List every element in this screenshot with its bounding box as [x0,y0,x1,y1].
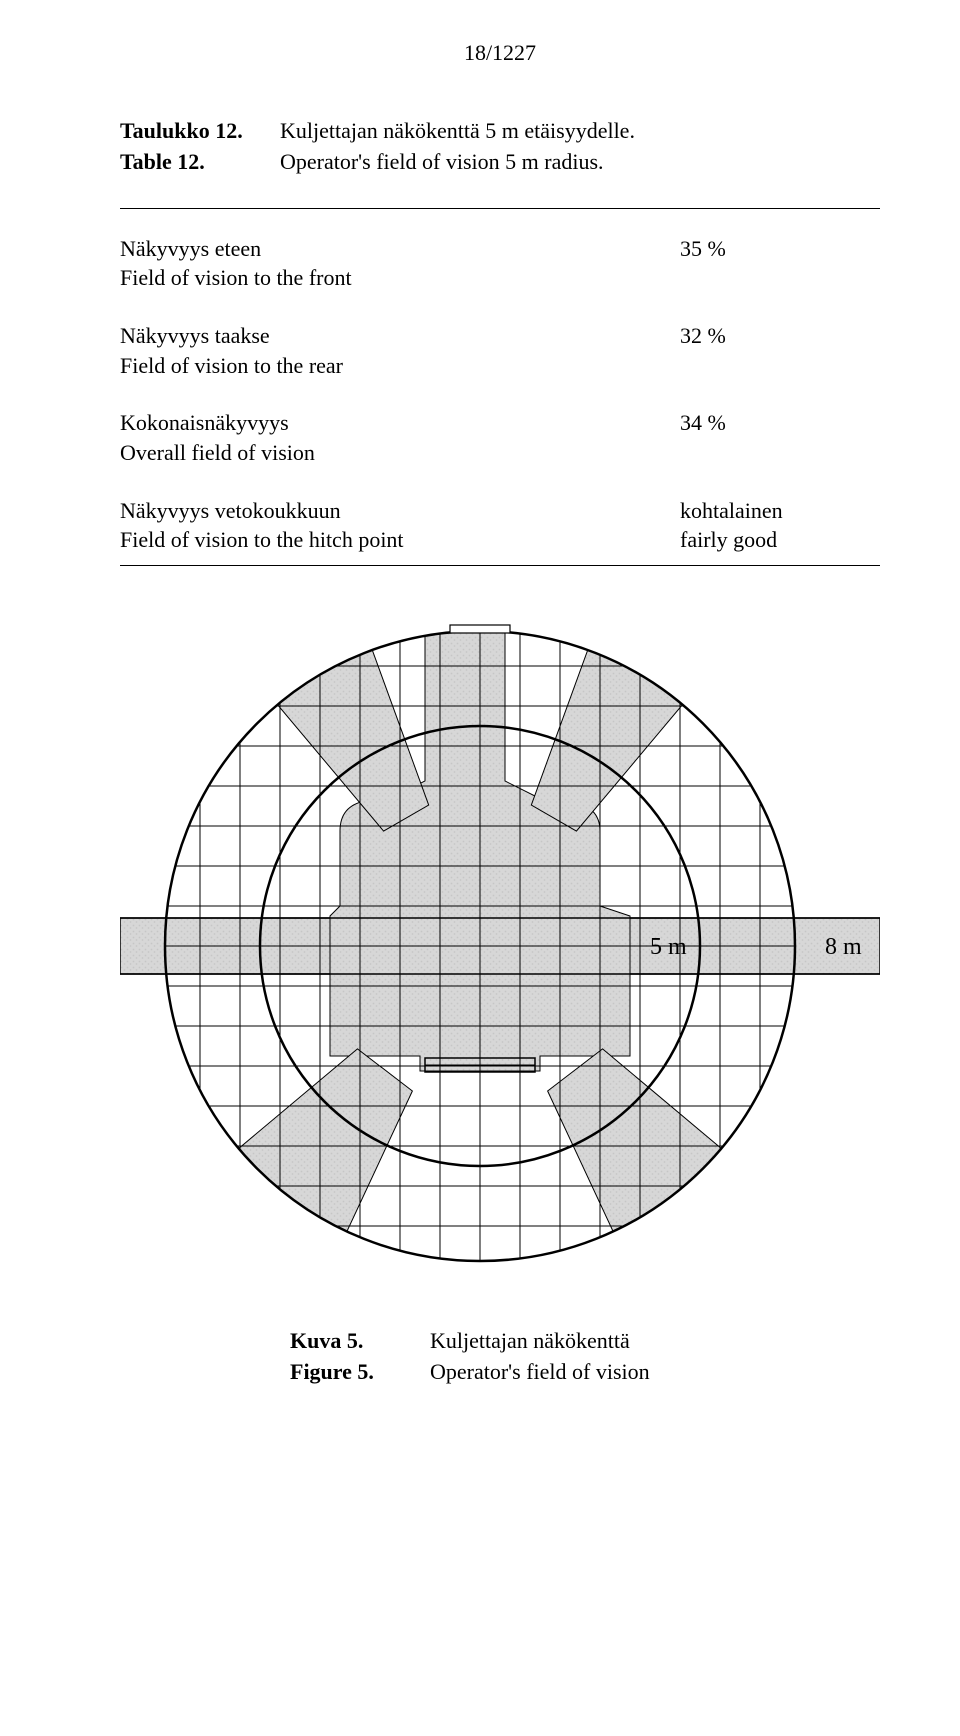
row-value: 32 % [680,321,880,351]
row-label-en: Field of vision to the hitch point [120,525,680,555]
row-label-en: Field of vision to the front [120,263,680,293]
figure-caption: Kuva 5. Figure 5. Kuljettajan näkökenttä… [290,1326,880,1388]
page-number: 18/1227 [120,40,880,66]
row-label-en: Overall field of vision [120,438,680,468]
row-label-en: Field of vision to the rear [120,351,680,381]
vision-diagram-svg: 5 m 8 m [120,606,880,1286]
svg-text:5 m: 5 m [650,934,687,960]
data-table: Näkyvyys eteen Field of vision to the fr… [120,234,880,556]
row-label-fi: Kokonaisnäkyvyys [120,408,680,438]
vision-diagram: 5 m 8 m [120,606,880,1286]
row-value-fi: kohtalainen [680,496,880,526]
table-title-fi: Kuljettajan näkökenttä 5 m etäisyydelle. [280,116,635,147]
table-top-rule [120,208,880,209]
table-row: Näkyvyys vetokoukkuun Field of vision to… [120,496,880,555]
table-bottom-rule [120,565,880,566]
figure-label-fi: Kuva 5. [290,1326,430,1357]
table-row: Näkyvyys taakse Field of vision to the r… [120,321,880,380]
row-value: 34 % [680,408,880,438]
table-heading: Taulukko 12. Table 12. Kuljettajan näkök… [120,116,880,178]
table-label-en: Table 12. [120,147,280,178]
figure-label-en: Figure 5. [290,1357,430,1388]
figure-title-fi: Kuljettajan näkökenttä [430,1326,650,1357]
table-title-en: Operator's field of vision 5 m radius. [280,147,635,178]
page: 18/1227 Taulukko 12. Table 12. Kuljettaj… [0,0,960,1448]
table-label-fi: Taulukko 12. [120,116,280,147]
row-value: 35 % [680,234,880,264]
row-label-fi: Näkyvyys vetokoukkuun [120,496,680,526]
table-row: Näkyvyys eteen Field of vision to the fr… [120,234,880,293]
row-label-fi: Näkyvyys taakse [120,321,680,351]
row-value-en: fairly good [680,525,880,555]
svg-text:8 m: 8 m [825,934,862,960]
figure-title-en: Operator's field of vision [430,1357,650,1388]
row-label-fi: Näkyvyys eteen [120,234,680,264]
table-row: Kokonaisnäkyvyys Overall field of vision… [120,408,880,467]
